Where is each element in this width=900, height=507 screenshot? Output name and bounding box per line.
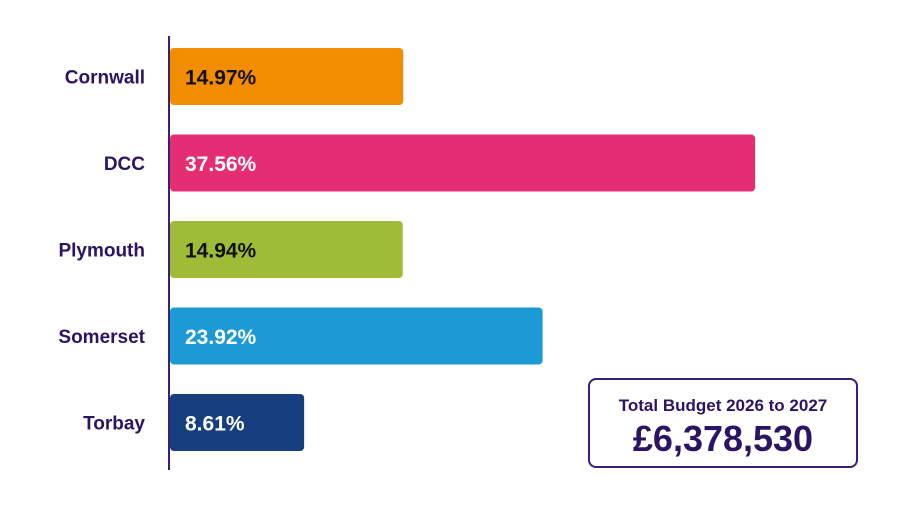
- category-label-dcc: DCC: [104, 154, 145, 175]
- value-labels-group: 14.97% 37.56% 14.94% 23.92% 8.61%: [185, 67, 257, 436]
- value-label-torbay: 8.61%: [185, 413, 245, 436]
- category-label-plymouth: Plymouth: [58, 241, 145, 262]
- total-budget-title: Total Budget 2026 to 2027: [618, 396, 828, 415]
- bar-somerset: [170, 307, 543, 365]
- value-label-plymouth: 14.94%: [185, 240, 257, 263]
- total-budget-value: £6,378,530: [632, 418, 814, 459]
- value-label-dcc: 37.56%: [185, 153, 257, 176]
- bar-torbay: [170, 394, 305, 451]
- value-label-somerset: 23.92%: [185, 326, 257, 349]
- value-label-cornwall: 14.97%: [185, 67, 257, 90]
- bar-plymouth: [170, 221, 403, 278]
- total-budget-box: Total Budget 2026 to 2027 £6,378,530: [588, 378, 858, 468]
- category-labels-group: Cornwall DCC Plymouth Somerset Torbay: [58, 68, 145, 435]
- bar-dcc: [170, 134, 756, 192]
- category-label-cornwall: Cornwall: [65, 68, 145, 89]
- bar-cornwall: [170, 48, 404, 105]
- category-label-somerset: Somerset: [58, 327, 145, 348]
- bars-group: [170, 48, 756, 451]
- category-label-torbay: Torbay: [83, 414, 145, 435]
